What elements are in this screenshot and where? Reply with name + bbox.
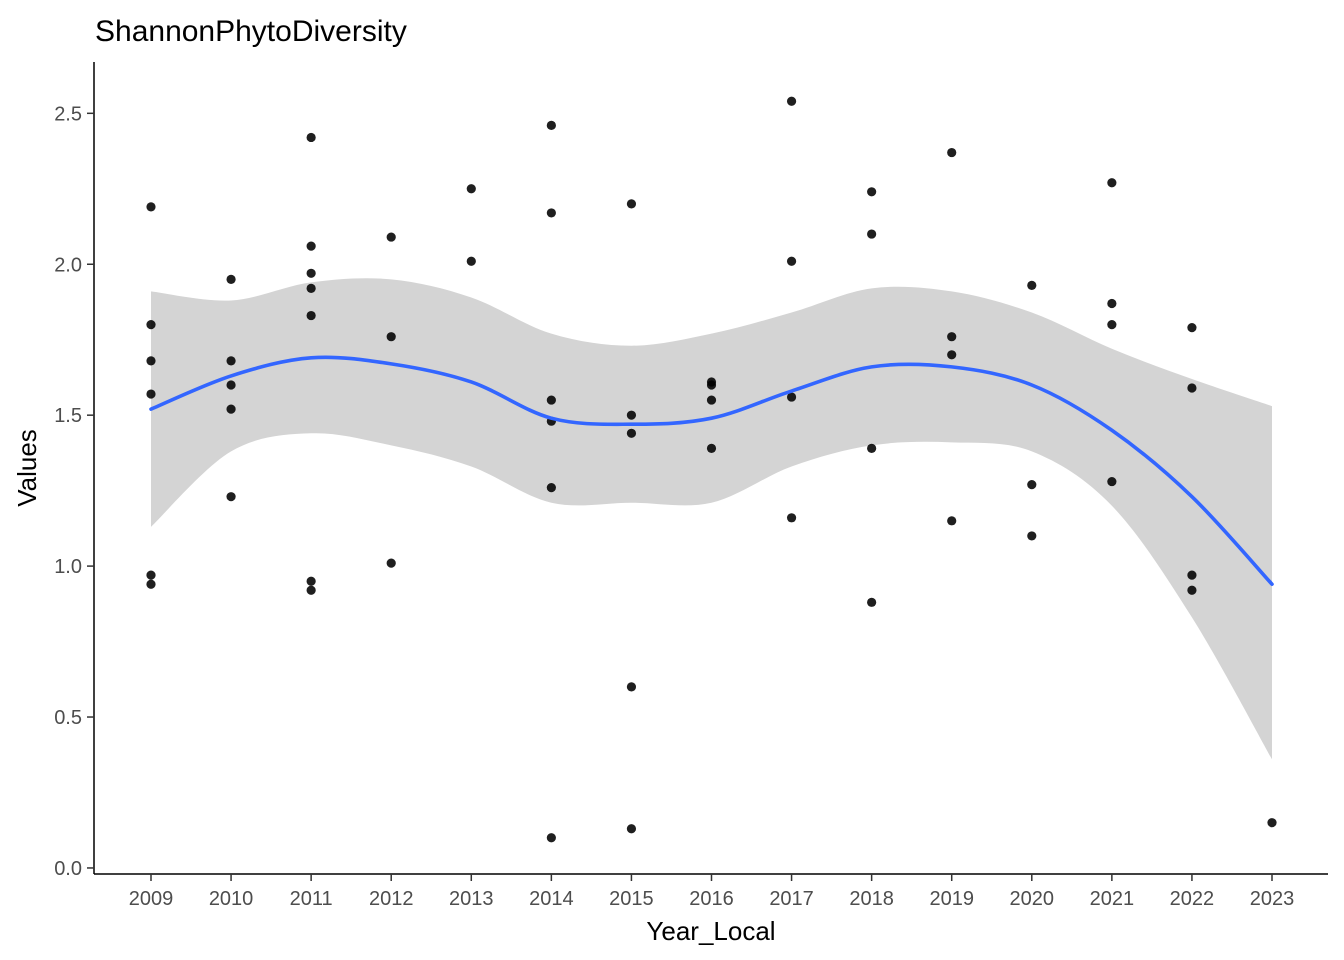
- data-point-2019-48: [947, 350, 957, 360]
- x-tick-label: 2020: [1010, 888, 1055, 910]
- data-point-2013-21: [466, 184, 476, 194]
- data-point-2019-49: [947, 516, 957, 526]
- smooth-trend-line: [149, 355, 1274, 587]
- data-point-2019-46: [947, 147, 957, 158]
- data-point-2021-55: [1107, 320, 1117, 330]
- data-point-2020-50: [1027, 280, 1037, 290]
- x-tick-label: 2023: [1250, 888, 1295, 910]
- data-point-2009-2: [146, 356, 156, 366]
- data-point-2017-41: [786, 513, 797, 523]
- data-point-2017-38: [786, 96, 797, 106]
- x-tick-label: 2014: [529, 888, 574, 910]
- data-point-2021-53: [1107, 178, 1117, 188]
- data-point-2016-35: [706, 380, 717, 390]
- data-point-2018-44: [867, 443, 877, 453]
- x-tick-label: 2009: [129, 888, 174, 910]
- data-point-2016-37: [706, 443, 717, 453]
- data-point-2018-43: [867, 229, 877, 239]
- data-point-2021-54: [1107, 298, 1117, 309]
- data-point-2012-19: [386, 332, 396, 342]
- data-point-2011-13: [306, 268, 316, 278]
- data-point-2014-25: [546, 395, 556, 405]
- data-point-2011-16: [306, 576, 316, 586]
- confidence-band: [151, 278, 1272, 760]
- data-point-2014-24: [546, 208, 556, 218]
- x-tick-label: 2022: [1170, 888, 1215, 910]
- data-point-2011-14: [306, 283, 316, 293]
- data-point-2020-51: [1027, 480, 1037, 490]
- confidence-band-layer: [151, 278, 1272, 760]
- data-point-2014-23: [546, 120, 556, 130]
- y-tick-label: 2.5: [54, 103, 82, 125]
- data-point-2018-45: [867, 597, 877, 607]
- data-point-2022-57: [1187, 323, 1197, 333]
- data-point-2017-39: [786, 256, 797, 266]
- data-point-2014-27: [546, 483, 556, 493]
- data-point-2017-40: [786, 392, 797, 402]
- data-point-2015-31: [626, 428, 637, 438]
- data-point-2011-12: [306, 241, 316, 251]
- data-point-2012-18: [386, 232, 396, 242]
- x-tick-label: 2016: [689, 888, 734, 910]
- x-axis-title: Year_Local: [646, 916, 775, 946]
- x-tick-label: 2011: [290, 888, 333, 910]
- data-point-2010-8: [226, 380, 236, 390]
- data-point-2022-59: [1187, 570, 1197, 580]
- data-point-2021-56: [1107, 476, 1117, 487]
- data-point-2011-17: [306, 585, 316, 595]
- data-point-2013-22: [466, 256, 476, 266]
- y-axis-title: Values: [12, 429, 42, 507]
- data-point-2009-1: [146, 320, 156, 330]
- y-axis-ticks: 0.0 0.5 1.0 1.5 2.0 2.5: [54, 103, 94, 880]
- data-point-2022-60: [1187, 585, 1197, 595]
- y-tick-label: 1.5: [54, 405, 82, 427]
- data-point-2015-30: [626, 410, 637, 420]
- data-point-2009-4: [146, 570, 156, 580]
- data-point-2014-28: [546, 833, 556, 843]
- data-point-2009-3: [146, 389, 156, 399]
- data-point-2010-9: [226, 404, 236, 414]
- x-tick-label: 2010: [209, 888, 254, 910]
- data-point-2011-11: [306, 132, 316, 143]
- data-point-2016-36: [706, 395, 717, 405]
- data-point-2015-33: [626, 824, 637, 834]
- x-tick-label: 2021: [1090, 888, 1135, 910]
- x-tick-label: 2015: [609, 888, 654, 910]
- data-point-2020-52: [1027, 531, 1037, 541]
- x-tick-label: 2012: [369, 888, 414, 910]
- x-tick-label: 2019: [929, 888, 974, 910]
- data-point-2023-61: [1267, 818, 1277, 828]
- data-point-2015-29: [626, 199, 637, 209]
- x-tick-label: 2018: [849, 888, 894, 910]
- points-layer: [146, 96, 1277, 843]
- chart-title: ShannonPhytoDiversity: [95, 15, 407, 48]
- x-tick-label: 2017: [769, 888, 814, 910]
- x-tick-label: 2013: [449, 888, 494, 910]
- data-point-2009-5: [146, 579, 156, 589]
- data-point-2015-32: [626, 682, 637, 692]
- data-point-2010-7: [226, 356, 236, 366]
- data-point-2010-6: [226, 274, 236, 284]
- data-point-2012-20: [386, 558, 396, 568]
- y-tick-label: 0.0: [54, 858, 82, 880]
- smooth-line-layer: [149, 355, 1274, 587]
- y-tick-label: 0.5: [54, 707, 82, 729]
- x-axis-ticks: 2009 2010 2011 2012 2013 2014 2015 2016 2017 2018…: [129, 874, 1295, 910]
- data-point-2019-47: [947, 332, 957, 342]
- data-point-2010-10: [226, 492, 236, 502]
- y-tick-label: 1.0: [54, 556, 82, 578]
- data-point-2011-15: [306, 310, 316, 321]
- y-tick-label: 2.0: [54, 254, 82, 276]
- data-point-2009-0: [146, 202, 156, 212]
- data-point-2022-58: [1187, 383, 1197, 393]
- data-point-2018-42: [867, 187, 877, 197]
